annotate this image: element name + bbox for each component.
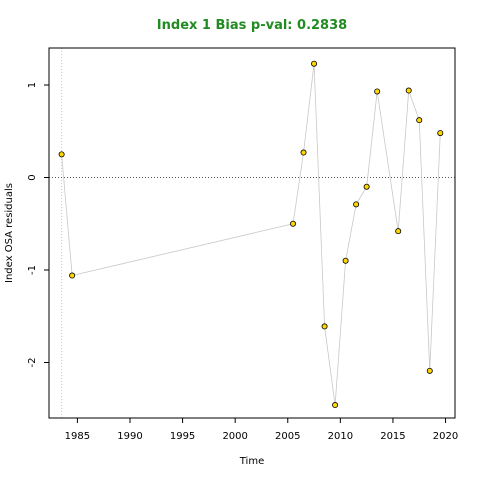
data-point xyxy=(405,87,412,94)
data-point xyxy=(321,323,328,330)
data-point xyxy=(58,151,65,158)
x-axis: 1985 1990 1995 2000 2005 2010 2015 2020 xyxy=(65,418,458,442)
data-point xyxy=(437,130,444,137)
x-tick-label: 2000 xyxy=(222,431,247,442)
plot-frame xyxy=(48,47,456,419)
data-point xyxy=(426,367,433,374)
y-tick-label: -2 xyxy=(27,358,38,368)
x-tick-label: 1990 xyxy=(117,431,142,442)
y-axis: -2 -1 0 1 xyxy=(27,82,49,368)
plot-area xyxy=(49,48,455,418)
data-point xyxy=(69,272,76,279)
data-point xyxy=(290,220,297,227)
data-point xyxy=(353,201,360,208)
x-axis-label: Time xyxy=(239,456,264,467)
x-tick-label: 2005 xyxy=(275,431,300,442)
x-tick-label: 2015 xyxy=(380,431,405,442)
x-tick-label: 2010 xyxy=(328,431,353,442)
y-tick-label: -1 xyxy=(27,265,38,275)
chart-title: Index 1 Bias p-val: 0.2838 xyxy=(157,18,347,33)
data-point xyxy=(363,183,370,190)
x-tick-label: 1985 xyxy=(65,431,90,442)
x-tick-label: 1995 xyxy=(170,431,195,442)
data-point xyxy=(332,402,339,409)
y-tick-label: 0 xyxy=(27,174,38,180)
series-line xyxy=(61,63,441,406)
data-point xyxy=(374,88,381,95)
y-tick-label: 1 xyxy=(27,82,38,88)
x-tick-label: 2020 xyxy=(433,431,458,442)
data-point xyxy=(311,60,318,67)
data-point xyxy=(342,257,349,264)
data-point xyxy=(300,149,307,156)
y-axis-label: Index OSA residuals xyxy=(4,183,15,283)
data-point xyxy=(395,228,402,235)
data-point xyxy=(416,117,423,124)
